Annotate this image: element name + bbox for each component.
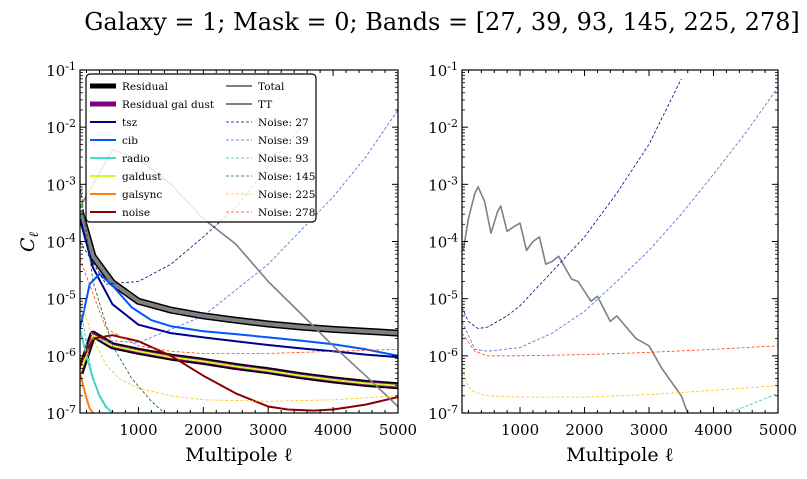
legend-label: cib (122, 135, 138, 147)
y-axis-label: Cℓ (17, 231, 42, 252)
y-tick-label: 10-2 (46, 117, 76, 137)
y-tick-label: 10-7 (46, 403, 76, 423)
series-line-tt (462, 186, 689, 413)
series-line-noise-39 (462, 86, 778, 352)
legend-label: Residual (122, 81, 169, 93)
x-tick-label: 1000 (119, 421, 157, 439)
x-tick-label: 2000 (565, 421, 603, 439)
y-tick-label: 10-3 (46, 174, 76, 194)
right-panel: 1000 2000 3000 4000 5000 10-7 10-6 10-5 10-4 10-3… (428, 60, 797, 466)
series-line-residual (80, 209, 398, 336)
y-tick-label: 10-6 (46, 346, 76, 366)
legend: Residual Residual gal dust tsz cib radio gald… (85, 73, 317, 223)
y-tick-label: 10-4 (46, 232, 76, 252)
legend-label: Noise: 225 (258, 189, 315, 201)
x-tick-label: 4000 (314, 421, 352, 439)
series-line-galsync (80, 372, 94, 413)
legend-label: radio (122, 153, 150, 165)
series-line-noise-39 (80, 109, 398, 344)
y-tick-label: 10-1 (428, 60, 458, 80)
x-tick-label: 2000 (184, 421, 222, 439)
y-tick-label: 10-4 (428, 232, 458, 252)
series-line-noise-225 (80, 298, 398, 402)
legend-label: Noise: 27 (258, 117, 309, 129)
y-tick-label: 10-7 (428, 403, 458, 423)
legend-label: galdust (122, 171, 162, 183)
legend-label: Noise: 93 (258, 153, 309, 165)
series-line-noise-93 (726, 393, 778, 413)
chart-title: Galaxy = 1; Mask = 0; Bands = [27, 39, 9… (84, 8, 800, 36)
series-line-cib (80, 273, 398, 357)
y-tick-label: 10-5 (46, 289, 76, 309)
x-tick-label: 5000 (379, 421, 417, 439)
series-line-noise-278 (80, 258, 398, 354)
legend-label: Noise: 278 (258, 207, 315, 219)
series-line-noise-27 (80, 126, 302, 285)
legend-label: galsync (122, 189, 162, 201)
series-line-galdust (80, 334, 398, 387)
legend-label: Residual gal dust (122, 99, 215, 111)
y-tick-label: 10-5 (428, 289, 458, 309)
legend-label: Noise: 39 (258, 135, 309, 147)
legend-label: Total (258, 81, 285, 93)
x-tick-label: 3000 (249, 421, 287, 439)
legend-label: TT (258, 99, 272, 111)
series-line-residual-outline (80, 209, 398, 337)
series-line-tsz (80, 218, 398, 359)
plot-frame (461, 69, 779, 414)
series-line-noise-27 (462, 78, 682, 330)
legend-box (85, 73, 317, 223)
x-tick-label: 5000 (759, 421, 797, 439)
x-axis-label: Multipole ℓ (185, 444, 293, 466)
y-tick-label: 10-2 (428, 117, 458, 137)
x-tick-label: 3000 (630, 421, 668, 439)
legend-label: Noise: 145 (258, 171, 315, 183)
y-tick-label: 10-3 (428, 174, 458, 194)
legend-label: tsz (122, 117, 138, 129)
legend-label: noise (122, 207, 150, 219)
series-group (462, 78, 778, 413)
x-axis-label: Multipole ℓ (566, 444, 674, 466)
series-line-noise-225 (462, 368, 778, 398)
y-tick-label: 10-1 (46, 60, 76, 80)
y-tick-label: 10-6 (428, 346, 458, 366)
x-tick-label: 1000 (501, 421, 539, 439)
x-tick-label: 4000 (694, 421, 732, 439)
series-line-noise-278 (462, 332, 778, 357)
series-line-noise-145 (80, 184, 165, 413)
series-line-noise-93 (80, 298, 107, 409)
series-line-total (80, 210, 398, 334)
